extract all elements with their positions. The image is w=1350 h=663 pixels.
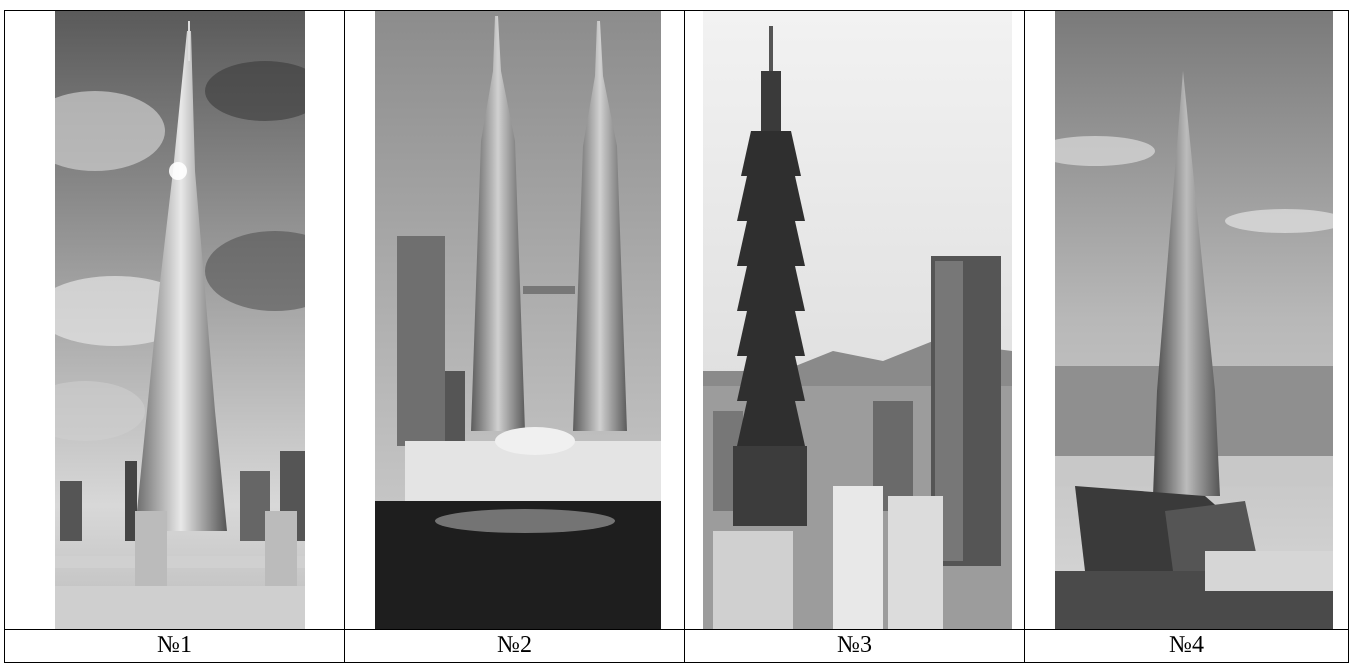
photo-cell-4 xyxy=(1024,10,1349,630)
photo-caption-2: №2 xyxy=(344,629,685,663)
photo-2-image xyxy=(375,11,661,629)
photo-3-image xyxy=(703,11,1012,629)
photo-row xyxy=(4,10,1349,630)
photo-caption-4: №4 xyxy=(1024,629,1349,663)
photo-1-image xyxy=(55,11,305,629)
skyscraper-photo-table: №1 №2 №3 №4 xyxy=(4,10,1349,663)
photo-cell-3 xyxy=(684,10,1025,630)
photo-caption-3: №3 xyxy=(684,629,1025,663)
photo-cell-1 xyxy=(4,10,345,630)
caption-row: №1 №2 №3 №4 xyxy=(4,629,1349,663)
photo-cell-2 xyxy=(344,10,685,630)
photo-4-image xyxy=(1055,11,1333,629)
photo-caption-1: №1 xyxy=(4,629,345,663)
